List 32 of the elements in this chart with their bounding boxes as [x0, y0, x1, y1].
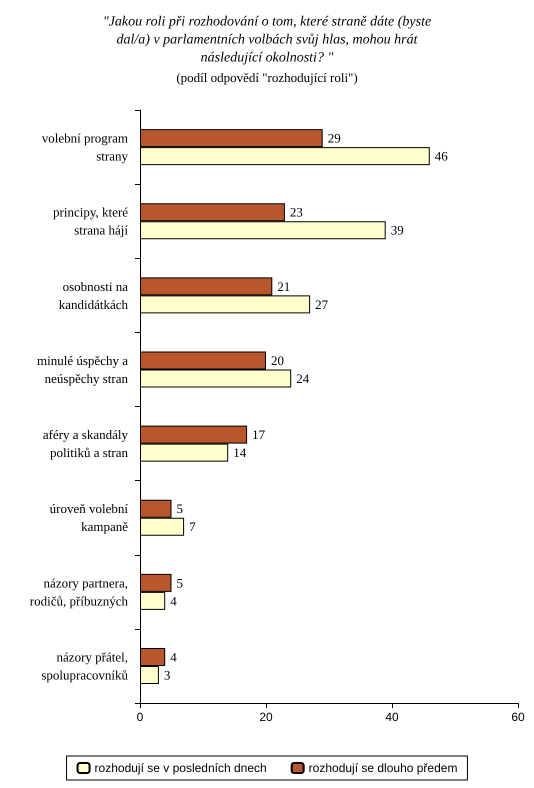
data-label: 39 — [390, 222, 404, 238]
y-tick-label: osobnosti na kandidátkách — [58, 278, 128, 312]
data-label: 14 — [233, 445, 247, 460]
data-label: 21 — [277, 278, 290, 294]
x-tick-label: 40 — [385, 710, 399, 724]
y-tick-label: názory partnera, rodičů, příbuzných — [30, 575, 128, 608]
y-tick-label: principy, které strana hájí — [53, 204, 128, 238]
data-label: 20 — [271, 352, 284, 368]
data-label: 27 — [315, 296, 329, 312]
chart-subtitle: (podíl odpovědí "rozhodující roli") — [176, 70, 358, 85]
data-label: 23 — [290, 204, 303, 220]
x-tick-label: 60 — [511, 710, 525, 724]
y-tick-label: minulé úspěchy a neúspěchy stran — [37, 352, 128, 386]
y-tick-label: aféry a skandály politiků a stran — [42, 427, 128, 460]
legend-label: rozhodují se v posledních dnech — [94, 761, 267, 775]
y-tick-label: názory přátel, spolupracovníků — [41, 649, 128, 682]
y-tick-label: úroveň volební kampaně — [50, 501, 128, 534]
data-label: 4 — [170, 649, 178, 664]
x-tick-label: 0 — [136, 710, 144, 724]
data-label: 3 — [164, 667, 170, 682]
data-label: 17 — [252, 427, 266, 442]
data-label: 7 — [189, 519, 196, 534]
data-label: 4 — [170, 593, 178, 608]
legend-label: rozhodují se dlouho předem — [308, 761, 458, 775]
x-tick-label: 20 — [259, 710, 273, 724]
data-label: 5 — [176, 501, 183, 516]
data-label: 29 — [328, 130, 341, 146]
chart-title: "Jakou roli při rozhodování o tom, které straně dáte (byste dal/a) v parlamentních volbách svůj hlas, mohou hrát následující okolnosti? " — [102, 14, 432, 66]
data-label: 46 — [434, 148, 448, 164]
data-label: 24 — [296, 370, 310, 386]
y-tick-label: volební program strany — [42, 130, 128, 164]
data-label: 5 — [176, 575, 183, 590]
